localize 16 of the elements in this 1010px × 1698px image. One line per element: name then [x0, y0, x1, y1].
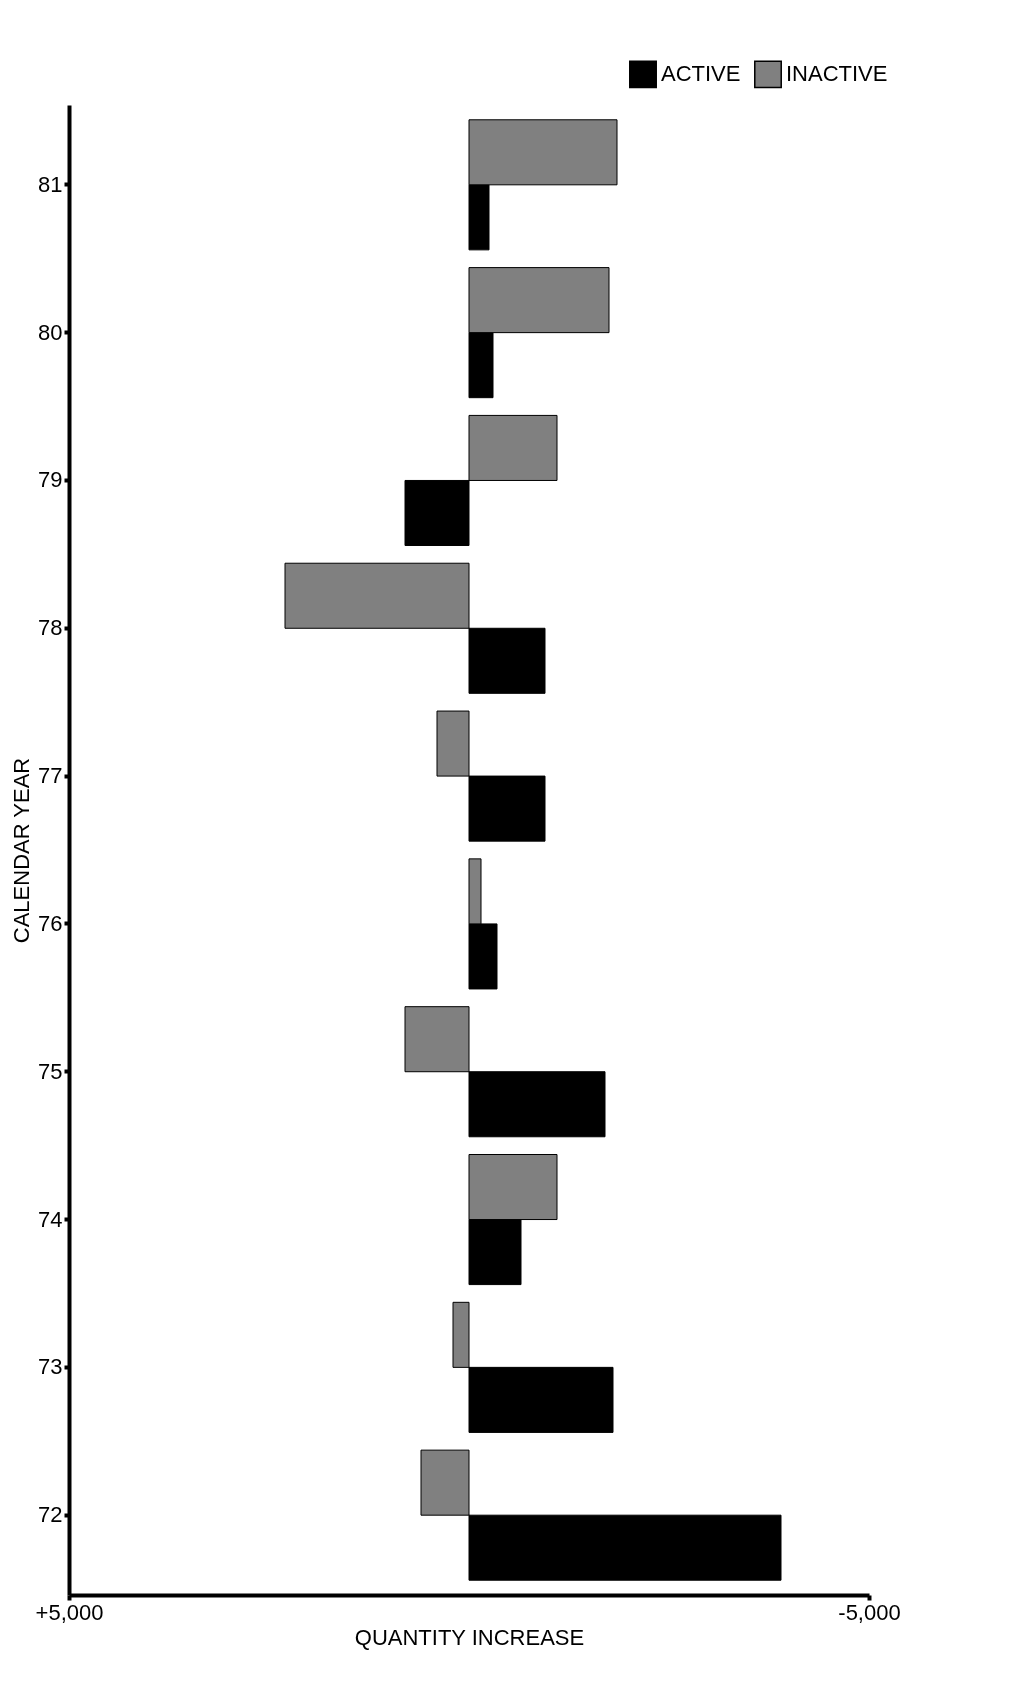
y-axis-title: CALENDAR YEAR [9, 757, 35, 944]
y-tick-label: 80 [38, 319, 63, 345]
y-tick-label: 75 [38, 1058, 63, 1084]
y-tick-label: 81 [38, 171, 63, 197]
y-tick-label: 73 [38, 1354, 63, 1380]
y-tick-label: 77 [38, 763, 63, 789]
x-axis-title: QUANTITY INCREASE [354, 1624, 585, 1650]
y-tick-label: 79 [38, 467, 63, 493]
legend-label: ACTIVE [661, 61, 741, 87]
y-tick-label: 72 [38, 1502, 63, 1528]
x-tick-label: +5,000 [35, 1599, 104, 1625]
y-tick-label: 76 [38, 910, 63, 936]
y-tick-label: 78 [38, 615, 63, 641]
x-tick-label: -5,000 [838, 1599, 901, 1625]
y-tick-label: 74 [38, 1206, 63, 1232]
legend-label: INACTIVE [786, 61, 888, 87]
